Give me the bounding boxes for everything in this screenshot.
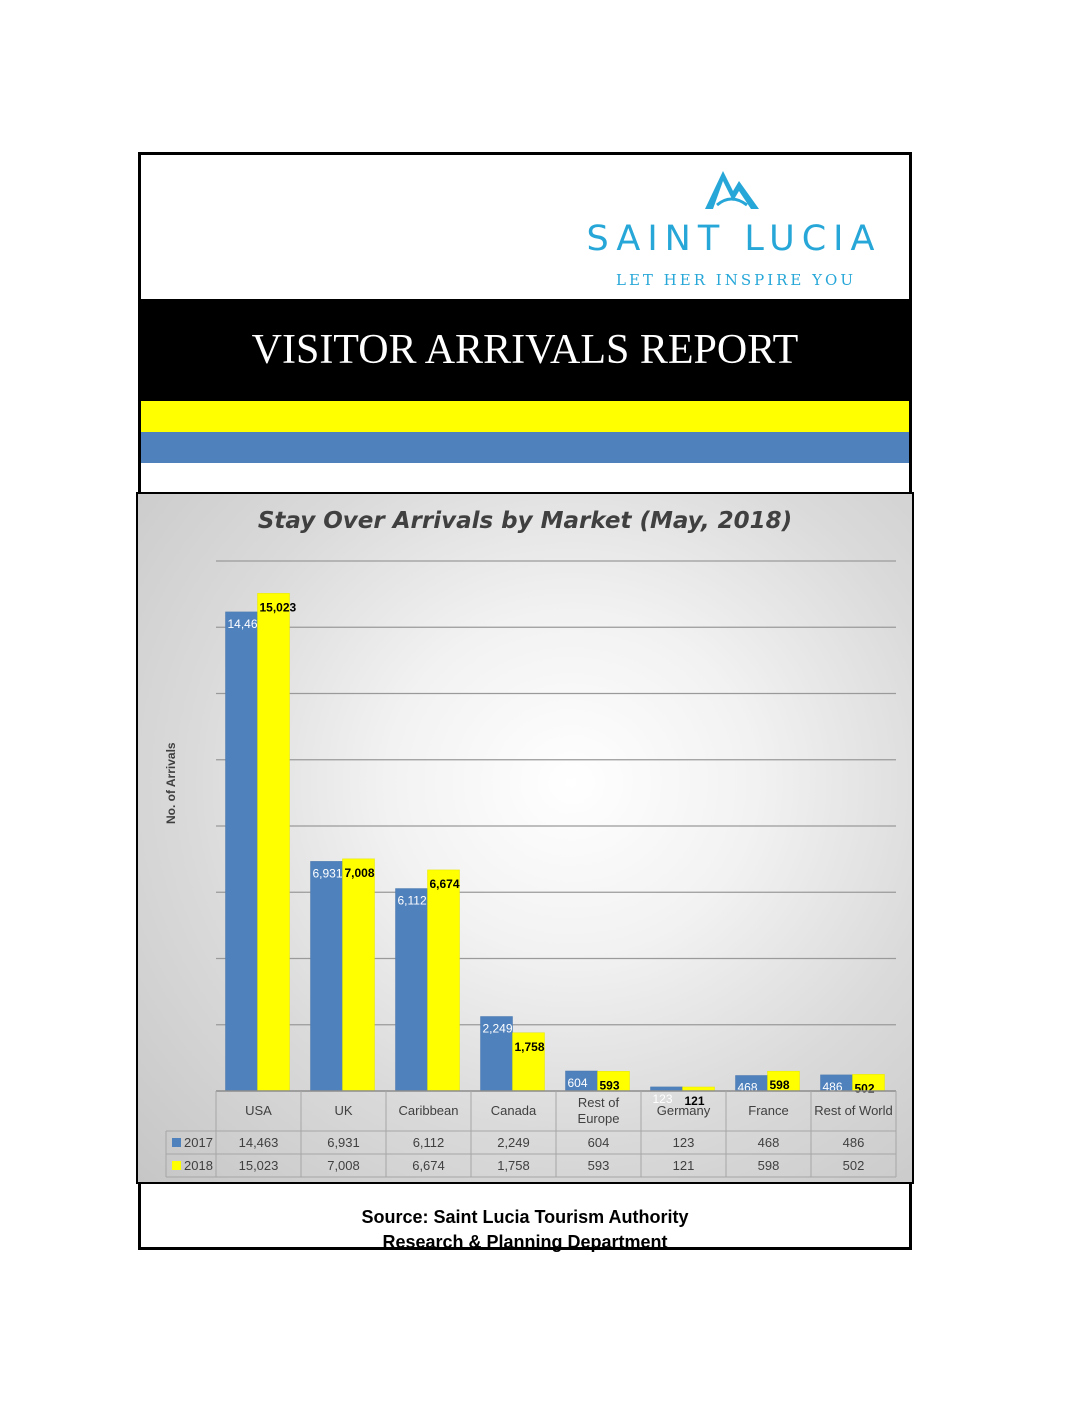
bar-2017 [225, 611, 258, 1092]
data-label-2017: 604 [568, 1076, 588, 1090]
legend-label: 2018 [184, 1158, 213, 1173]
legend-label: 2017 [184, 1135, 213, 1150]
data-label-2018: 1,758 [515, 1040, 545, 1054]
category-label: USA [245, 1103, 272, 1118]
table-cell: 598 [758, 1158, 780, 1173]
yellow-stripe [141, 401, 909, 432]
data-label-2017: 123 [653, 1092, 673, 1106]
logo-area: SAINT LUCIA LET HER INSPIRE YOU [141, 155, 909, 299]
table-cell: 7,008 [327, 1158, 360, 1173]
data-label-2017: 6,112 [398, 894, 427, 908]
category-label: UK [334, 1103, 352, 1118]
legend-key-2017 [172, 1138, 181, 1147]
data-label-2017: 2,249 [483, 1022, 513, 1036]
table-cell: 502 [843, 1158, 865, 1173]
chart-area: Stay Over Arrivals by Market (May, 2018)… [136, 492, 914, 1184]
data-label-2018: 598 [770, 1078, 790, 1092]
category-label: Rest of World [814, 1103, 893, 1118]
legend-key-2018 [172, 1161, 181, 1170]
category-label: Canada [491, 1103, 537, 1118]
table-cell: 121 [673, 1158, 695, 1173]
bar-2018 [427, 869, 460, 1092]
source-note: Source: Saint Lucia Tourism Authority Re… [141, 1205, 909, 1255]
table-cell: 604 [588, 1135, 610, 1150]
data-label-2018: 6,674 [430, 877, 460, 891]
category-label: Rest of [578, 1095, 620, 1110]
bar-2018 [512, 1032, 545, 1092]
bar-2018 [257, 593, 290, 1092]
bar-2018 [342, 858, 375, 1092]
source-line-1: Source: Saint Lucia Tourism Authority [361, 1207, 689, 1227]
bar-2017 [480, 1016, 513, 1092]
table-cell: 468 [758, 1135, 780, 1150]
category-label: Germany [657, 1103, 711, 1118]
blue-stripe [141, 432, 909, 463]
data-label-2018: 7,008 [345, 866, 375, 880]
data-label-2018: 593 [600, 1078, 620, 1092]
table-cell: 486 [843, 1135, 865, 1150]
table-cell: 6,674 [412, 1158, 445, 1173]
table-cell: 2,249 [497, 1135, 530, 1150]
chart-title: Stay Over Arrivals by Market (May, 2018) [257, 508, 793, 534]
logo-wordmark: SAINT LUCIA [586, 219, 882, 259]
category-label: France [748, 1103, 788, 1118]
title-band: VISITOR ARRIVALS REPORT [141, 299, 909, 401]
data-label-2017: 468 [738, 1080, 758, 1094]
data-label-2018: 15,023 [260, 600, 297, 614]
data-label-2018: 502 [855, 1081, 875, 1095]
saint-lucia-pitons-icon [705, 171, 759, 209]
table-cell: 1,758 [497, 1158, 530, 1173]
data-label-2017: 486 [823, 1080, 843, 1094]
logo-tagline: LET HER INSPIRE YOU [616, 271, 856, 289]
category-label: Caribbean [399, 1103, 459, 1118]
table-cell: 15,023 [239, 1158, 279, 1173]
table-cell: 6,112 [413, 1135, 445, 1150]
data-label-2017: 6,931 [313, 866, 343, 880]
table-cell: 14,463 [239, 1135, 279, 1150]
bar-2017 [395, 888, 428, 1092]
data-label-2018: 121 [685, 1094, 705, 1108]
table-cell: 593 [588, 1158, 610, 1173]
bar-2017 [310, 861, 343, 1092]
table-cell: 6,931 [327, 1135, 360, 1150]
table-cell: 123 [673, 1135, 695, 1150]
category-label: Europe [578, 1111, 620, 1126]
data-label-2017: 14,463 [228, 617, 265, 631]
report-title: VISITOR ARRIVALS REPORT [251, 327, 799, 373]
source-line-2: Research & Planning Department [382, 1232, 668, 1252]
